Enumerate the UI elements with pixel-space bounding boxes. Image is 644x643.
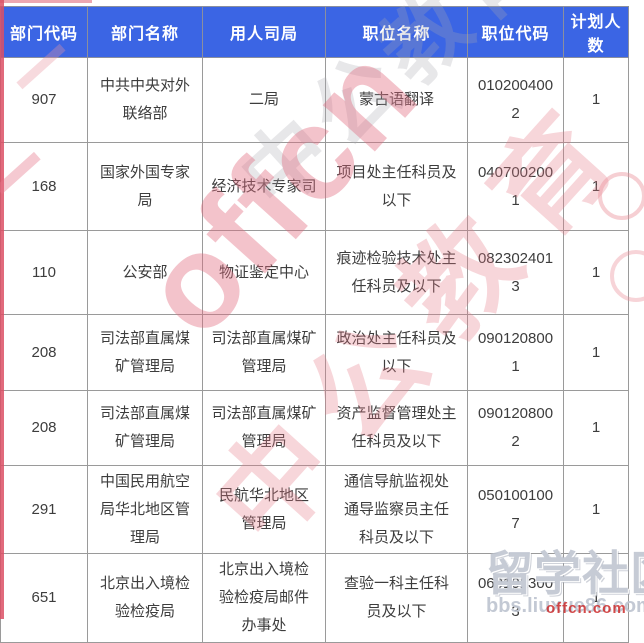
column-header-planned-count: 计划人数: [563, 6, 629, 58]
table-row: 907 中共中央对外 联络部 二局 蒙古语翻译 0102004002 1: [0, 57, 629, 143]
cell-dept_name: 司法部直属煤 矿管理局: [87, 390, 203, 466]
cell-position_code: 0102004002: [467, 57, 564, 143]
cell-position_code: 050100100 7: [467, 464, 564, 555]
cell-dept_name: 司法部直属煤 矿管理局: [87, 314, 203, 391]
cell-dept_name: 北京出入境检 验检疫局: [87, 553, 203, 643]
cell-dept_code: 208: [0, 390, 88, 466]
column-header-position-code: 职位代码: [467, 6, 564, 58]
cell-position_code: 0407002001: [467, 142, 564, 231]
column-header-dept-code: 部门代码: [0, 6, 88, 58]
cell-bureau: 北京出入境检 验检疫局邮件 办事处: [202, 553, 326, 643]
cell-position_code: 0901208001: [467, 314, 564, 391]
table-row: 291 中国民用航空 局华北地区管 理局 民航华北地区 管理局 通信导航监视处 通导监…: [0, 464, 629, 555]
cell-dept_code: 208: [0, 314, 88, 391]
cell-planned_count: 1: [563, 464, 629, 555]
column-header-position-name: 职位名称: [325, 6, 468, 58]
table-body: 907 中共中央对外 联络部 二局 蒙古语翻译 0102004002 1 168 国家外国专家…: [0, 57, 629, 643]
cell-bureau: 民航华北地区 管理局: [202, 464, 326, 555]
cell-bureau: 经济技术专家司: [202, 142, 326, 231]
cell-dept_name: 公安部: [87, 230, 203, 315]
cell-planned_count: 1: [563, 314, 629, 391]
cell-position_code: 0823024013: [467, 230, 564, 315]
cell-dept_name: 中国民用航空 局华北地区管 理局: [87, 464, 203, 555]
cell-bureau: 二局: [202, 57, 326, 143]
positions-table-wrap: 部门代码 部门名称 用人司局 职位名称 职位代码 计划人数 907 中共中央对外 …: [0, 6, 629, 643]
cell-planned_count: 1: [563, 390, 629, 466]
table-row: 168 国家外国专家 局经济技术专家司 项目处主任科员及 以下 0407002001 1: [0, 142, 629, 231]
cell-position_name: 查验一科主任科 员及以下: [325, 553, 468, 643]
cell-dept_code: 168: [0, 142, 88, 231]
cell-position_code: 0901208002: [467, 390, 564, 466]
table-row: 208 司法部直属煤 矿管理局 司法部直属煤矿 管理局 资产监督管理处主 任科员及以下…: [0, 390, 629, 466]
cell-planned_count: 1: [563, 142, 629, 231]
watermark-top-line: [0, 0, 92, 3]
cell-dept_code: 651: [0, 553, 88, 643]
table-header: 部门代码 部门名称 用人司局 职位名称 职位代码 计划人数: [0, 6, 629, 58]
cell-position_name: 痕迹检验技术处主 任科员及以下: [325, 230, 468, 315]
cell-position_name: 政治处主任科员及 以下: [325, 314, 468, 391]
cell-planned_count: 1: [563, 57, 629, 143]
cell-planned_count: 1: [563, 230, 629, 315]
cell-position_name: 通信导航监视处 通导监察员主任 科员及以下: [325, 464, 468, 555]
cell-planned_count: 1: [563, 553, 629, 643]
positions-table: 部门代码 部门名称 用人司局 职位名称 职位代码 计划人数 907 中共中央对外 …: [0, 6, 629, 643]
cell-bureau: 物证鉴定中心: [202, 230, 326, 315]
column-header-bureau: 用人司局: [202, 6, 326, 58]
cell-position_name: 资产监督管理处主 任科员及以下: [325, 390, 468, 466]
cell-position_code: 060101300 3: [467, 553, 564, 643]
column-header-dept-name: 部门名称: [87, 6, 203, 58]
table-row: 208 司法部直属煤 矿管理局 司法部直属煤矿 管理局 政治处主任科员及 以下 0901…: [0, 314, 629, 391]
cell-position_name: 蒙古语翻译: [325, 57, 468, 143]
cell-dept_code: 907: [0, 57, 88, 143]
cell-dept_code: 110: [0, 230, 88, 315]
table-row: 651 北京出入境检 验检疫局 北京出入境检 验检疫局邮件 办事处 查验一科主任科 员…: [0, 553, 629, 643]
table-row: 110 公安部 物证鉴定中心 痕迹检验技术处主 任科员及以下 0823024013 1: [0, 230, 629, 315]
cell-position_name: 项目处主任科员及 以下: [325, 142, 468, 231]
header-row: 部门代码 部门名称 用人司局 职位名称 职位代码 计划人数: [0, 6, 629, 58]
cell-bureau: 司法部直属煤矿 管理局: [202, 314, 326, 391]
cell-dept_name: 国家外国专家 局: [87, 142, 203, 231]
cell-bureau: 司法部直属煤矿 管理局: [202, 390, 326, 466]
cell-dept_name: 中共中央对外 联络部: [87, 57, 203, 143]
cell-dept_code: 291: [0, 464, 88, 555]
